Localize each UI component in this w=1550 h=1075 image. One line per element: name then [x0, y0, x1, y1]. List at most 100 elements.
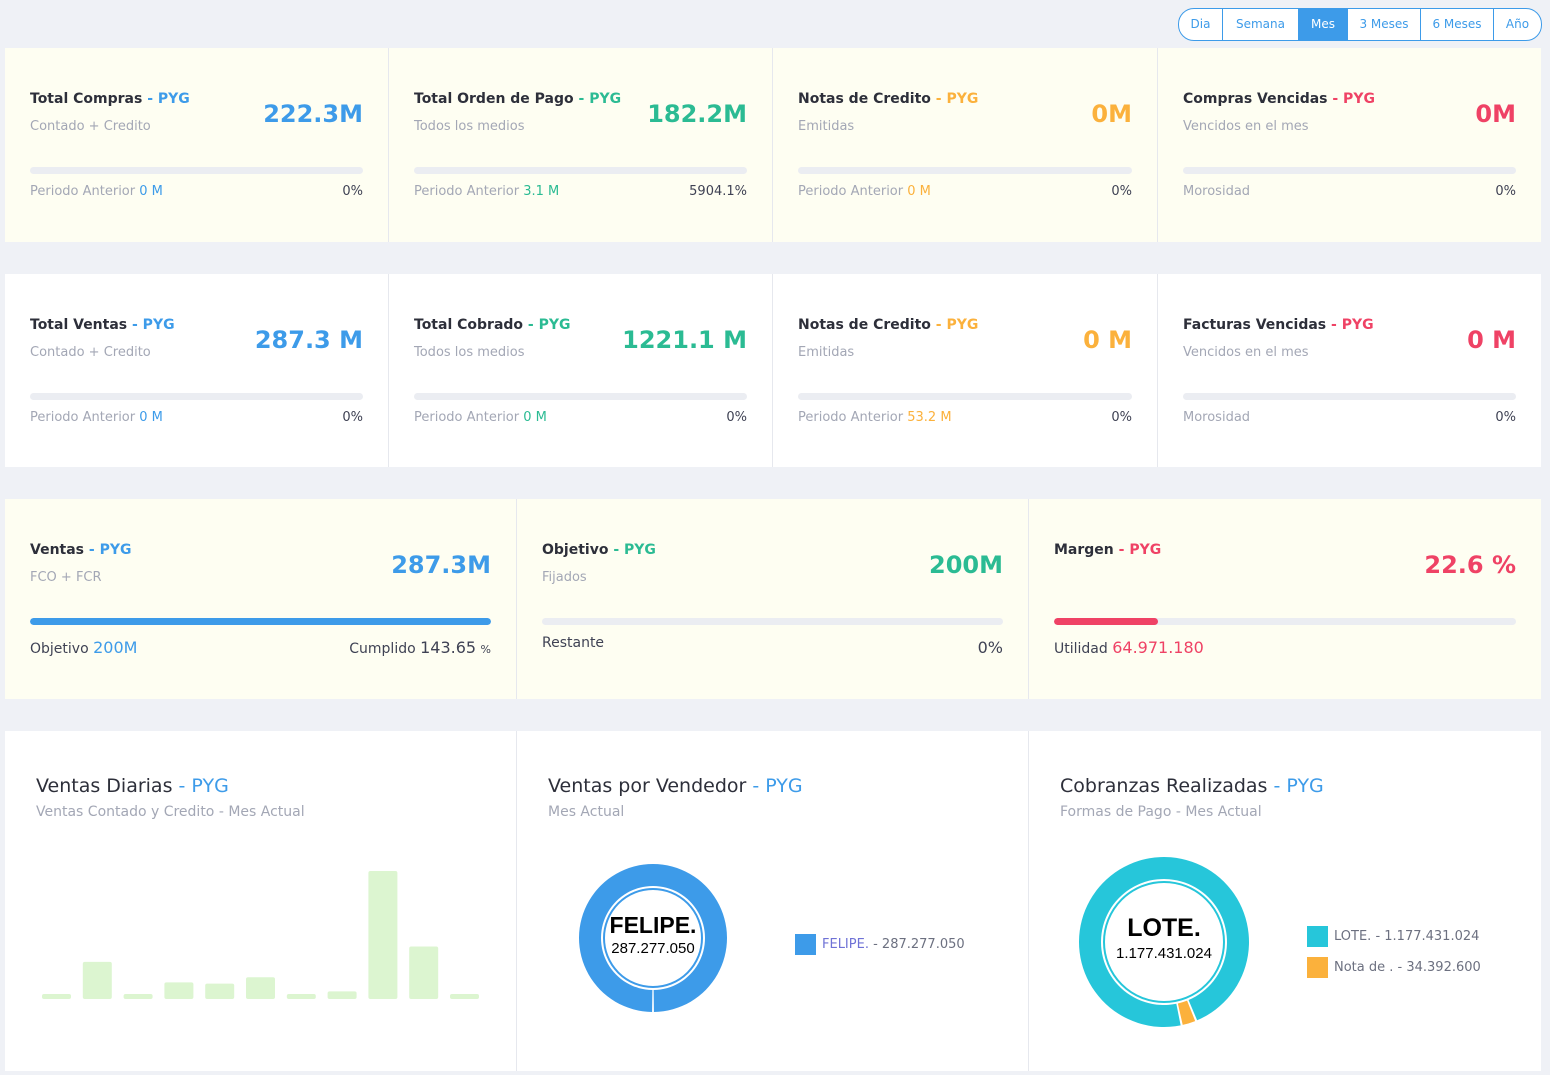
prev-value: 0 M: [139, 410, 163, 425]
card-percent: 0%: [342, 410, 363, 425]
prev-label: Periodo Anterior: [414, 410, 520, 425]
donut-slice-0: [579, 864, 727, 1012]
progress-bar: [414, 167, 747, 174]
legend-item: Nota de . - 34.392.600: [1307, 957, 1481, 978]
card-currency: - PYG: [1331, 317, 1374, 333]
card-value: 0 M: [1083, 326, 1132, 354]
chart-bar-1: [42, 994, 71, 999]
card-title: Facturas Vencidas: [1183, 317, 1327, 333]
card-title: Notas de Credito: [798, 317, 931, 333]
card-title: Notas de Credito: [798, 91, 931, 107]
compras-vencidas-card: Compras Vencidas - PYG Vencidos en el me…: [1158, 48, 1541, 242]
card-subtitle: Contado + Credito: [30, 119, 151, 134]
prev-value: 53.2 M: [907, 410, 952, 425]
panel-currency: - PYG: [1273, 775, 1324, 797]
notas-credito-compras-card: Notas de Credito - PYG Emitidas 0M Perio…: [773, 48, 1158, 242]
facturas-vencidas-card: Facturas Vencidas - PYG Vencidos en el m…: [1158, 274, 1541, 467]
period-option-dia[interactable]: Dia: [1190, 17, 1211, 31]
legend-swatch: [795, 934, 816, 955]
compras-row: Total Compras - PYG Contado + Credito 22…: [5, 48, 1541, 242]
card-currency: - PYG: [935, 91, 979, 107]
prev-label: Periodo Anterior: [798, 184, 904, 199]
panel-subtitle: Formas de Pago - Mes Actual: [1060, 804, 1262, 820]
restante-value: 0%: [977, 638, 1003, 657]
ventas-diarias-chart: [42, 871, 479, 999]
cobranzas-donut: LOTE. 1.177.431.024: [1079, 857, 1249, 1027]
ventas-objetivo-card: Ventas - PYG FCO + FCR 287.3M Objetivo 2…: [5, 499, 517, 699]
card-subtitle: Vencidos en el mes: [1183, 345, 1309, 360]
card-currency: - PYG: [613, 542, 656, 558]
panel-subtitle: Mes Actual: [548, 804, 625, 820]
donut-center-value: 1.177.431.024: [1116, 945, 1212, 962]
margen-card: Margen - PYG 22.6 % Utilidad 64.971.180: [1029, 499, 1541, 699]
total-orden-pago-card: Total Orden de Pago - PYG Todos los medi…: [389, 48, 773, 242]
card-subtitle: Todos los medios: [414, 119, 525, 134]
progress-bar: [798, 393, 1132, 400]
card-subtitle: Emitidas: [798, 119, 855, 134]
card-value: 0 M: [1467, 326, 1516, 354]
card-percent: 5904.1%: [689, 184, 747, 199]
card-currency: - PYG: [132, 317, 175, 333]
card-title: Compras Vencidas: [1183, 91, 1328, 107]
card-value: 22.6 %: [1424, 551, 1516, 579]
progress-fill: [30, 618, 491, 625]
progress-bar: [30, 393, 363, 400]
objetivo-card: Objetivo - PYG Fijados 200M Restante 0%: [517, 499, 1029, 699]
prev-label: Periodo Anterior: [30, 410, 136, 425]
objetivo-value: 200M: [93, 638, 138, 657]
card-percent: 0%: [1495, 184, 1516, 199]
ventas-row: Total Ventas - PYG Contado + Credito 287…: [5, 274, 1541, 467]
card-currency: - PYG: [147, 91, 190, 107]
progress-bar: [1183, 393, 1516, 400]
chart-bar-5: [205, 983, 235, 999]
card-title: Margen: [1054, 542, 1114, 558]
card-value: 0M: [1475, 100, 1516, 128]
chart-bar-7: [286, 994, 316, 999]
period-option-6-meses[interactable]: 6 Meses: [1420, 9, 1493, 40]
legend-value: - 34.392.600: [1397, 960, 1481, 975]
objetivo-label: Objetivo: [30, 641, 89, 657]
progress-bar: [1054, 618, 1516, 625]
chart-bar-4: [164, 982, 194, 999]
panel-title: Ventas Diarias: [36, 775, 173, 797]
period-option-ano[interactable]: Año: [1493, 9, 1541, 40]
card-currency: - PYG: [935, 317, 979, 333]
legend-item: FELIPE. - 287.277.050: [795, 934, 965, 955]
progress-bar: [30, 618, 491, 625]
card-subtitle: Vencidos en el mes: [1183, 119, 1309, 134]
card-value: 200M: [929, 551, 1003, 579]
card-percent: 0%: [726, 410, 747, 425]
notas-credito-ventas-card: Notas de Credito - PYG Emitidas 0 M Peri…: [773, 274, 1158, 467]
card-title: Objetivo: [542, 542, 609, 558]
donut-hole: [603, 888, 703, 988]
legend-swatch: [1307, 957, 1328, 978]
panel-title: Ventas por Vendedor: [548, 775, 747, 797]
legend-label: Nota de .: [1334, 960, 1394, 975]
donut-hole: [1103, 881, 1225, 1003]
card-currency: - PYG: [88, 542, 132, 558]
donut-center-label: FELIPE.: [610, 912, 697, 938]
period-selector: Dia Semana Mes 3 Meses 6 Meses Año: [1178, 8, 1542, 41]
legend-swatch: [1307, 926, 1328, 947]
card-percent: 0%: [342, 184, 363, 199]
card-subtitle: Contado + Credito: [30, 345, 151, 360]
card-currency: - PYG: [1332, 91, 1375, 107]
donut-center-value: 287.277.050: [611, 940, 694, 957]
legend-item: LOTE. - 1.177.431.024: [1307, 926, 1479, 947]
charts-row: Ventas Diarias - PYG Ventas Contado y Cr…: [5, 731, 1541, 1071]
progress-bar: [30, 167, 363, 174]
period-option-3-meses[interactable]: 3 Meses: [1347, 9, 1420, 40]
card-value: 1221.1 M: [622, 326, 747, 354]
progress-bar: [798, 167, 1132, 174]
card-title: Total Compras: [30, 91, 143, 107]
utilidad-label: Utilidad: [1054, 641, 1108, 657]
restante-label: Restante: [542, 635, 605, 651]
donut-center-label: LOTE.: [1127, 914, 1201, 942]
period-option-semana[interactable]: Semana: [1222, 9, 1298, 40]
card-value: 287.3M: [391, 551, 491, 579]
period-option-mes[interactable]: Mes: [1298, 9, 1347, 40]
donut-slice-1: [1177, 1000, 1196, 1025]
legend-value: - 287.277.050: [873, 937, 965, 952]
chart-bar-2: [82, 961, 112, 999]
cumplido-unit: %: [480, 643, 491, 656]
